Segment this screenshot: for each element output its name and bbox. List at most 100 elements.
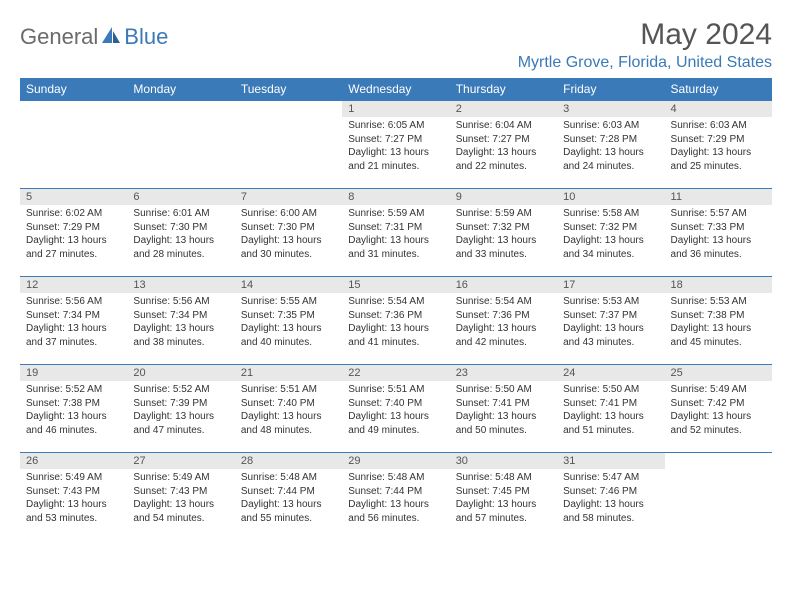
daylight-text: Daylight: 13 hours and 37 minutes. [26,322,121,349]
day-content: Sunrise: 5:49 AMSunset: 7:43 PMDaylight:… [20,469,127,529]
daylight-text: Daylight: 13 hours and 30 minutes. [241,234,336,261]
calendar-cell: 20Sunrise: 5:52 AMSunset: 7:39 PMDayligh… [127,365,234,453]
calendar-cell [20,101,127,189]
calendar-cell: 8Sunrise: 5:59 AMSunset: 7:31 PMDaylight… [342,189,449,277]
day-content: Sunrise: 5:49 AMSunset: 7:42 PMDaylight:… [665,381,772,441]
sunrise-text: Sunrise: 5:51 AM [241,383,336,397]
sunset-text: Sunset: 7:32 PM [456,221,551,235]
day-number: 29 [342,453,449,469]
calendar-cell: 12Sunrise: 5:56 AMSunset: 7:34 PMDayligh… [20,277,127,365]
day-number: 18 [665,277,772,293]
day-number: 20 [127,365,234,381]
calendar-cell: 23Sunrise: 5:50 AMSunset: 7:41 PMDayligh… [450,365,557,453]
daylight-text: Daylight: 13 hours and 53 minutes. [26,498,121,525]
day-content: Sunrise: 5:53 AMSunset: 7:38 PMDaylight:… [665,293,772,353]
day-number: 12 [20,277,127,293]
calendar-cell: 6Sunrise: 6:01 AMSunset: 7:30 PMDaylight… [127,189,234,277]
daylight-text: Daylight: 13 hours and 25 minutes. [671,146,766,173]
sunrise-text: Sunrise: 5:49 AM [133,471,228,485]
day-content: Sunrise: 5:56 AMSunset: 7:34 PMDaylight:… [20,293,127,353]
calendar-cell [665,453,772,541]
sunset-text: Sunset: 7:28 PM [563,133,658,147]
day-content: Sunrise: 5:52 AMSunset: 7:38 PMDaylight:… [20,381,127,441]
logo-sail-icon [100,25,122,50]
daylight-text: Daylight: 13 hours and 31 minutes. [348,234,443,261]
calendar-cell: 10Sunrise: 5:58 AMSunset: 7:32 PMDayligh… [557,189,664,277]
day-content: Sunrise: 6:04 AMSunset: 7:27 PMDaylight:… [450,117,557,177]
daylight-text: Daylight: 13 hours and 28 minutes. [133,234,228,261]
day-content: Sunrise: 5:58 AMSunset: 7:32 PMDaylight:… [557,205,664,265]
day-content: Sunrise: 5:48 AMSunset: 7:44 PMDaylight:… [235,469,342,529]
sunset-text: Sunset: 7:35 PM [241,309,336,323]
calendar-cell: 1Sunrise: 6:05 AMSunset: 7:27 PMDaylight… [342,101,449,189]
calendar-table: Sunday Monday Tuesday Wednesday Thursday… [20,78,772,541]
calendar-cell: 26Sunrise: 5:49 AMSunset: 7:43 PMDayligh… [20,453,127,541]
day-number: 19 [20,365,127,381]
sunrise-text: Sunrise: 5:56 AM [26,295,121,309]
sunrise-text: Sunrise: 5:49 AM [671,383,766,397]
sunrise-text: Sunrise: 5:51 AM [348,383,443,397]
calendar-week-row: 12Sunrise: 5:56 AMSunset: 7:34 PMDayligh… [20,277,772,365]
day-number: 24 [557,365,664,381]
day-content: Sunrise: 5:50 AMSunset: 7:41 PMDaylight:… [450,381,557,441]
daylight-text: Daylight: 13 hours and 58 minutes. [563,498,658,525]
sunrise-text: Sunrise: 6:03 AM [563,119,658,133]
sunrise-text: Sunrise: 6:03 AM [671,119,766,133]
sunset-text: Sunset: 7:29 PM [26,221,121,235]
sunrise-text: Sunrise: 5:50 AM [456,383,551,397]
day-content: Sunrise: 5:57 AMSunset: 7:33 PMDaylight:… [665,205,772,265]
daylight-text: Daylight: 13 hours and 48 minutes. [241,410,336,437]
sunset-text: Sunset: 7:36 PM [456,309,551,323]
calendar-week-row: 5Sunrise: 6:02 AMSunset: 7:29 PMDaylight… [20,189,772,277]
day-number: 31 [557,453,664,469]
sunset-text: Sunset: 7:29 PM [671,133,766,147]
sunset-text: Sunset: 7:38 PM [671,309,766,323]
calendar-cell: 25Sunrise: 5:49 AMSunset: 7:42 PMDayligh… [665,365,772,453]
day-content: Sunrise: 5:51 AMSunset: 7:40 PMDaylight:… [235,381,342,441]
sunrise-text: Sunrise: 5:53 AM [671,295,766,309]
daylight-text: Daylight: 13 hours and 54 minutes. [133,498,228,525]
calendar-cell: 30Sunrise: 5:48 AMSunset: 7:45 PMDayligh… [450,453,557,541]
calendar-cell: 18Sunrise: 5:53 AMSunset: 7:38 PMDayligh… [665,277,772,365]
sunrise-text: Sunrise: 5:56 AM [133,295,228,309]
daylight-text: Daylight: 13 hours and 33 minutes. [456,234,551,261]
sunset-text: Sunset: 7:45 PM [456,485,551,499]
daylight-text: Daylight: 13 hours and 38 minutes. [133,322,228,349]
daylight-text: Daylight: 13 hours and 27 minutes. [26,234,121,261]
day-number: 13 [127,277,234,293]
sunrise-text: Sunrise: 5:52 AM [133,383,228,397]
daylight-text: Daylight: 13 hours and 47 minutes. [133,410,228,437]
calendar-cell: 4Sunrise: 6:03 AMSunset: 7:29 PMDaylight… [665,101,772,189]
calendar-cell: 21Sunrise: 5:51 AMSunset: 7:40 PMDayligh… [235,365,342,453]
header: General Blue May 2024 Myrtle Grove, Flor… [20,18,772,72]
sunset-text: Sunset: 7:42 PM [671,397,766,411]
title-block: May 2024 Myrtle Grove, Florida, United S… [518,18,772,72]
logo: General Blue [20,18,168,50]
weekday-header: Thursday [450,78,557,101]
sunrise-text: Sunrise: 5:48 AM [241,471,336,485]
daylight-text: Daylight: 13 hours and 36 minutes. [671,234,766,261]
sunset-text: Sunset: 7:32 PM [563,221,658,235]
location-text: Myrtle Grove, Florida, United States [518,54,772,72]
day-content: Sunrise: 5:54 AMSunset: 7:36 PMDaylight:… [450,293,557,353]
sunset-text: Sunset: 7:41 PM [456,397,551,411]
calendar-cell: 16Sunrise: 5:54 AMSunset: 7:36 PMDayligh… [450,277,557,365]
calendar-cell: 27Sunrise: 5:49 AMSunset: 7:43 PMDayligh… [127,453,234,541]
calendar-week-row: 19Sunrise: 5:52 AMSunset: 7:38 PMDayligh… [20,365,772,453]
day-content: Sunrise: 6:03 AMSunset: 7:28 PMDaylight:… [557,117,664,177]
daylight-text: Daylight: 13 hours and 49 minutes. [348,410,443,437]
sunset-text: Sunset: 7:43 PM [26,485,121,499]
day-content: Sunrise: 5:53 AMSunset: 7:37 PMDaylight:… [557,293,664,353]
sunrise-text: Sunrise: 5:55 AM [241,295,336,309]
day-number: 1 [342,101,449,117]
weekday-header: Tuesday [235,78,342,101]
day-content: Sunrise: 5:56 AMSunset: 7:34 PMDaylight:… [127,293,234,353]
sunset-text: Sunset: 7:41 PM [563,397,658,411]
day-content: Sunrise: 6:02 AMSunset: 7:29 PMDaylight:… [20,205,127,265]
calendar-cell: 29Sunrise: 5:48 AMSunset: 7:44 PMDayligh… [342,453,449,541]
logo-text-blue: Blue [124,24,168,50]
daylight-text: Daylight: 13 hours and 40 minutes. [241,322,336,349]
sunrise-text: Sunrise: 5:53 AM [563,295,658,309]
sunset-text: Sunset: 7:46 PM [563,485,658,499]
day-content: Sunrise: 6:05 AMSunset: 7:27 PMDaylight:… [342,117,449,177]
